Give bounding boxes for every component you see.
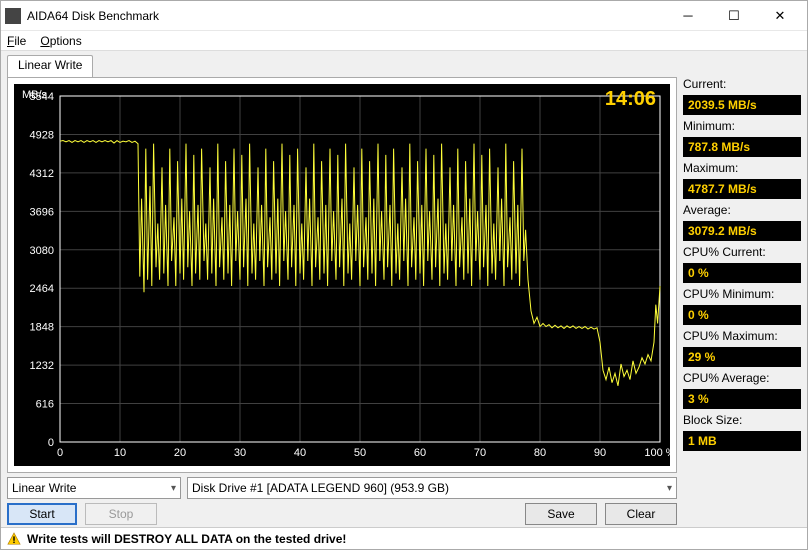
close-button[interactable]: ✕ — [757, 1, 803, 31]
menubar: File Options — [1, 31, 807, 51]
svg-text:2464: 2464 — [30, 283, 54, 295]
benchmark-chart: 0 10 20 30 40 50 60 70 80 90 100 % 0 616 1232 1848 2464… — [14, 84, 670, 466]
content-body: Linear Write 0 10 20 30 40 50 60 70 80 90 100 % 0 61… — [1, 51, 807, 527]
select-row: Linear Write▾ Disk Drive #1 [ADATA LEGEN… — [7, 473, 677, 499]
window-title: AIDA64 Disk Benchmark — [27, 9, 665, 23]
chart-area: 0 10 20 30 40 50 60 70 80 90 100 % 0 616 1232 1848 2464… — [14, 84, 670, 466]
status-bar: Write tests will DESTROY ALL DATA on the… — [1, 527, 807, 549]
warning-text: Write tests will DESTROY ALL DATA on the… — [27, 532, 346, 546]
timer-display: 14:06 — [605, 88, 656, 111]
current-value: 2039.5 MB/s — [683, 95, 801, 115]
button-row: Start Stop Save Clear — [7, 499, 677, 525]
chevron-down-icon: ▾ — [171, 483, 176, 494]
block-size-value: 1 MB — [683, 431, 801, 451]
start-button[interactable]: Start — [7, 503, 77, 525]
drive-select[interactable]: Disk Drive #1 [ADATA LEGEND 960] (953.9 … — [187, 477, 677, 499]
stats-column: Current: 2039.5 MB/s Minimum: 787.8 MB/s… — [683, 55, 801, 525]
cpu-minimum-label: CPU% Minimum: — [683, 287, 801, 301]
svg-text:90: 90 — [594, 447, 606, 459]
svg-text:100 %: 100 % — [644, 447, 670, 459]
cpu-maximum-label: CPU% Maximum: — [683, 329, 801, 343]
warning-icon — [7, 532, 21, 546]
menu-file[interactable]: File — [7, 34, 26, 48]
maximum-label: Maximum: — [683, 161, 801, 175]
svg-text:4928: 4928 — [30, 129, 54, 141]
chevron-down-icon: ▾ — [667, 483, 672, 494]
svg-text:0: 0 — [57, 447, 63, 459]
cpu-minimum-value: 0 % — [683, 305, 801, 325]
svg-text:20: 20 — [174, 447, 186, 459]
cpu-current-label: CPU% Current: — [683, 245, 801, 259]
svg-text:MB/s: MB/s — [22, 89, 48, 101]
menu-options[interactable]: Options — [40, 34, 81, 48]
svg-text:70: 70 — [474, 447, 486, 459]
save-button[interactable]: Save — [525, 503, 597, 525]
svg-text:616: 616 — [36, 399, 54, 411]
current-label: Current: — [683, 77, 801, 91]
cpu-average-value: 3 % — [683, 389, 801, 409]
tab-linear-write[interactable]: Linear Write — [7, 55, 93, 77]
cpu-current-value: 0 % — [683, 263, 801, 283]
svg-text:3080: 3080 — [30, 245, 54, 257]
svg-text:4312: 4312 — [30, 168, 54, 180]
svg-text:60: 60 — [414, 447, 426, 459]
maximize-button[interactable]: ☐ — [711, 1, 757, 31]
left-column: Linear Write 0 10 20 30 40 50 60 70 80 90 100 % 0 61… — [7, 55, 677, 525]
app-icon — [5, 8, 21, 24]
maximum-value: 4787.7 MB/s — [683, 179, 801, 199]
svg-text:80: 80 — [534, 447, 546, 459]
stop-button[interactable]: Stop — [85, 503, 157, 525]
svg-text:1232: 1232 — [30, 360, 54, 372]
tabstrip: Linear Write — [7, 55, 677, 77]
titlebar: AIDA64 Disk Benchmark ─ ☐ ✕ — [1, 1, 807, 31]
svg-text:1848: 1848 — [30, 322, 54, 334]
minimize-button[interactable]: ─ — [665, 1, 711, 31]
svg-text:10: 10 — [114, 447, 126, 459]
app-window: AIDA64 Disk Benchmark ─ ☐ ✕ File Options… — [0, 0, 808, 550]
cpu-maximum-value: 29 % — [683, 347, 801, 367]
svg-text:0: 0 — [48, 437, 54, 449]
minimum-label: Minimum: — [683, 119, 801, 133]
svg-text:40: 40 — [294, 447, 306, 459]
svg-text:3696: 3696 — [30, 206, 54, 218]
cpu-average-label: CPU% Average: — [683, 371, 801, 385]
minimum-value: 787.8 MB/s — [683, 137, 801, 157]
chart-panel: 0 10 20 30 40 50 60 70 80 90 100 % 0 616 1232 1848 2464… — [7, 77, 677, 473]
svg-text:30: 30 — [234, 447, 246, 459]
average-label: Average: — [683, 203, 801, 217]
svg-text:50: 50 — [354, 447, 366, 459]
average-value: 3079.2 MB/s — [683, 221, 801, 241]
block-size-label: Block Size: — [683, 413, 801, 427]
mode-select[interactable]: Linear Write▾ — [7, 477, 181, 499]
clear-button[interactable]: Clear — [605, 503, 677, 525]
